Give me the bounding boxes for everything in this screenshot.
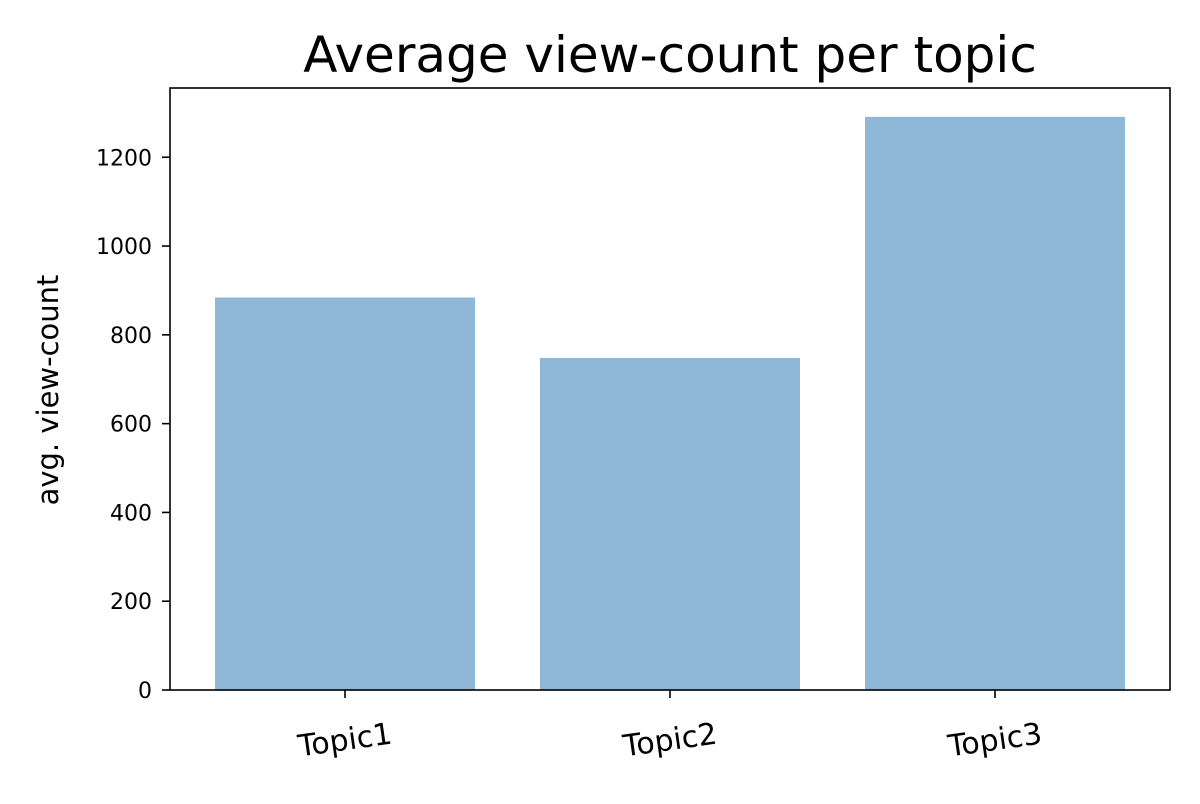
x-tick-label: Topic2 [620,717,719,765]
y-axis-ticks: 0 200 400 600 800 1000 1200 [96,146,170,704]
y-tick-label: 200 [110,590,152,615]
bars-group [215,116,1125,690]
y-tick-label: 600 [110,413,152,438]
bar-topic2 [540,357,800,690]
x-tick-label: Topic3 [945,717,1044,765]
y-tick-label: 800 [110,324,152,349]
chart-title: Average view-count per topic [303,26,1037,84]
bar-topic3 [865,116,1125,690]
bar-topic1 [215,297,475,690]
y-tick-label: 0 [138,679,152,704]
plot-frame [169,87,1171,691]
y-tick-label: 1200 [96,146,152,171]
y-tick-label: 1000 [96,235,152,260]
x-tick-label: Topic1 [295,717,394,765]
y-axis-label: avg. view-count [31,275,65,506]
y-tick-label: 400 [110,501,152,526]
x-axis-ticks: Topic1 Topic2 Topic3 [295,690,1044,765]
